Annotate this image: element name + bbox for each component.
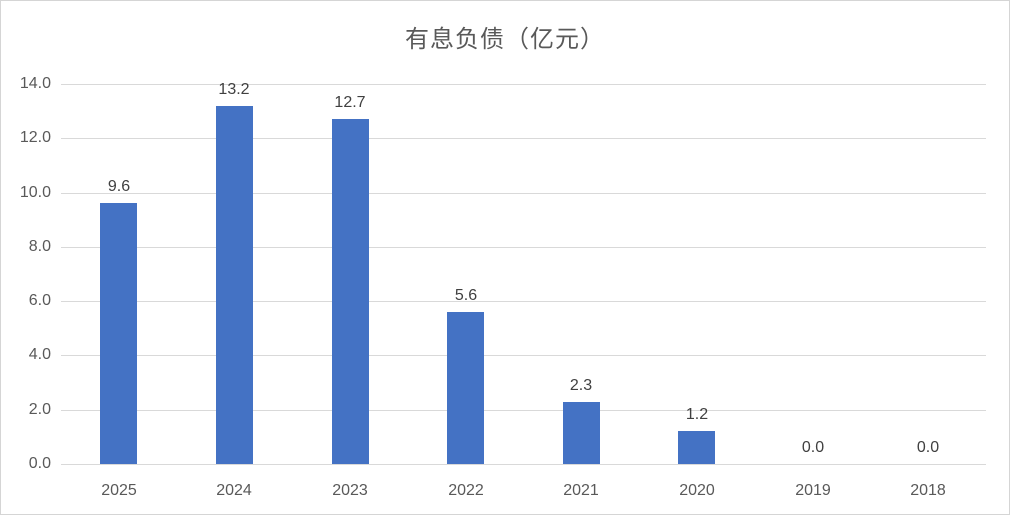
x-axis-line — [61, 464, 986, 465]
bar-value-label: 9.6 — [107, 178, 131, 195]
y-tick-label: 0.0 — [28, 455, 51, 472]
x-tick-label: 2021 — [563, 482, 599, 499]
y-tick-label: 10.0 — [19, 184, 51, 201]
bar — [447, 312, 484, 464]
gridline — [61, 247, 986, 248]
bar — [563, 402, 600, 464]
x-tick-label: 2024 — [216, 482, 252, 499]
bar — [678, 431, 715, 464]
bar-value-label: 5.6 — [454, 287, 478, 304]
x-tick-label: 2019 — [795, 482, 831, 499]
y-tick-label: 12.0 — [19, 129, 51, 146]
bar — [100, 203, 137, 464]
x-tick-label: 2025 — [101, 482, 137, 499]
y-tick-label: 8.0 — [28, 238, 51, 255]
bar-value-label: 12.7 — [334, 94, 366, 111]
y-tick-label: 4.0 — [28, 346, 51, 363]
bar-value-label: 1.2 — [685, 406, 709, 423]
bar-value-label: 0.0 — [801, 439, 825, 456]
bar-value-label: 13.2 — [218, 81, 250, 98]
x-tick-label: 2022 — [448, 482, 484, 499]
bar-value-label: 0.0 — [916, 439, 940, 456]
gridline — [61, 84, 986, 85]
x-tick-label: 2023 — [332, 482, 368, 499]
chart-title: 有息负债（亿元） — [405, 26, 605, 53]
bar — [216, 106, 253, 464]
y-tick-label: 2.0 — [28, 401, 51, 418]
bar — [332, 119, 369, 464]
y-tick-label: 14.0 — [19, 75, 51, 92]
plot-area: 9.6 13.2 12.7 5.6 2.3 1.2 0.0 0.0 — [61, 81, 986, 465]
gridline — [61, 301, 986, 302]
x-tick-label: 2018 — [910, 482, 946, 499]
gridline — [61, 193, 986, 194]
x-tick-label: 2020 — [679, 482, 715, 499]
bar-value-label: 2.3 — [569, 377, 593, 394]
gridline — [61, 355, 986, 356]
gridline — [61, 138, 986, 139]
y-tick-label: 6.0 — [28, 292, 51, 309]
gridline — [61, 410, 986, 411]
